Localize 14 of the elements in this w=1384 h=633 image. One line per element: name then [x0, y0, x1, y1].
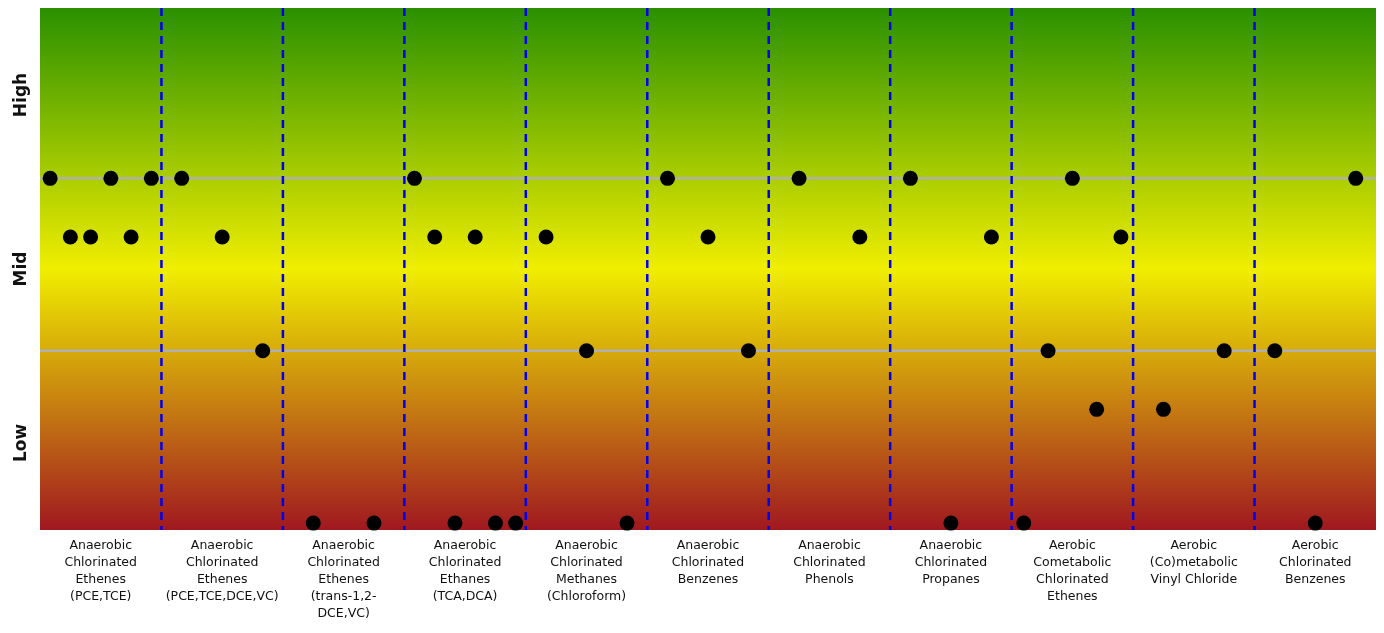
x-tick-label: Anaerobic Chlorinated Phenols [793, 537, 866, 586]
x-tick-label: Anaerobic Chlorinated Propanes [914, 537, 988, 586]
x-tick-label: Anaerobic Chlorinated Ethenes (trans-1,2-DCE,VC) [307, 537, 380, 620]
x-tick-label: Anaerobic Chlorinated Benzenes [671, 537, 745, 586]
x-tick-label: Aerobic Cometabolic Chlorinated Ethenes [1033, 537, 1112, 603]
text: Mid [10, 251, 30, 287]
text: High [10, 72, 30, 118]
x-tick-label: Anaerobic Chlorinated Ethenes (PCE,TCE,DCE,VC) [165, 537, 279, 603]
x-tick-label: Aerobic (Co)metabolic Vinyl Chloride [1149, 537, 1238, 586]
x-tick-label: Aerobic Chlorinated Benzenes [1279, 537, 1352, 586]
x-tick-label: Anaerobic Chlorinated Methanes (Chloroform) [546, 537, 627, 603]
text: Low [10, 423, 30, 463]
x-tick-label: Anaerobic Chlorinated Ethanes (TCA,DCA) [428, 537, 502, 603]
x-tick-label: Anaerobic Chlorinated Ethenes (PCE,TCE) [64, 537, 137, 603]
